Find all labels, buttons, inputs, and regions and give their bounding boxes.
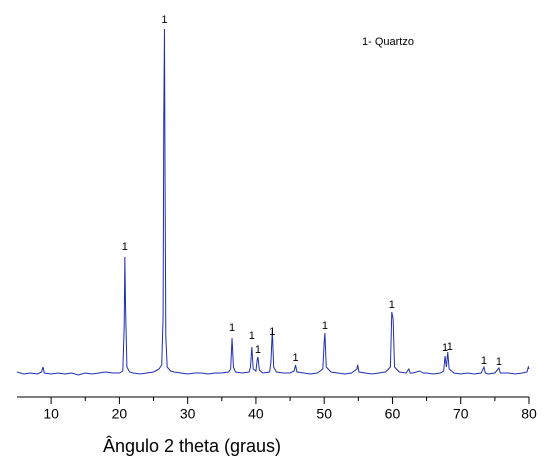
peak-label: 1 — [269, 326, 275, 338]
x-tick-label: 70 — [453, 406, 469, 422]
peak-label: 1 — [161, 14, 167, 26]
x-tick-label: 10 — [43, 406, 59, 422]
peak-label: 1 — [229, 322, 235, 334]
x-tick-label: 40 — [248, 406, 264, 422]
peak-label: 1 — [496, 356, 502, 368]
peak-label: 1 — [292, 352, 298, 364]
peak-label: 1 — [447, 341, 453, 353]
x-tick-label: 30 — [180, 406, 196, 422]
x-tick-label: 20 — [112, 406, 128, 422]
peak-label: 1 — [249, 330, 255, 342]
peak-label: 1 — [442, 342, 448, 354]
peak-label: 1 — [389, 299, 395, 311]
peak-label: 1 — [481, 355, 487, 367]
peak-label: 1 — [122, 241, 128, 253]
line — [16, 28, 530, 376]
x-tick-label: 80 — [521, 406, 537, 422]
x-tick-label: 50 — [316, 406, 332, 422]
peak-label: 1 — [255, 344, 261, 356]
x-axis-label: Ângulo 2 theta (graus) — [103, 436, 281, 456]
peak-label: 1 — [322, 320, 328, 332]
legend-note: 1- Quartzo — [362, 36, 414, 48]
x-tick-label: 60 — [385, 406, 401, 422]
